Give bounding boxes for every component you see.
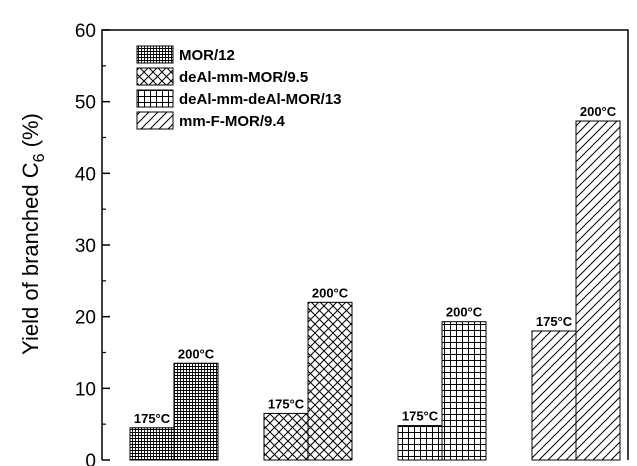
bar-label: 200°C — [312, 285, 349, 300]
y-tick-label: 20 — [75, 308, 96, 329]
svg-text:Yield of branched C6 (%): Yield of branched C6 (%) — [18, 113, 48, 355]
y-axis-title-main: Yield of branched C — [18, 162, 43, 355]
bar — [263, 412, 309, 461]
bar-label: 175°C — [536, 314, 573, 329]
y-tick-label: 40 — [75, 164, 96, 185]
y-tick-label: 10 — [75, 379, 96, 400]
plot-area: 0 10 20 30 40 50 60 175°C 200°C 175°C 200°C 175°C 20… — [75, 21, 629, 466]
legend-swatch — [136, 67, 174, 86]
bar — [173, 362, 219, 461]
bar-label: 200°C — [446, 305, 483, 320]
legend-label: MOR/12 — [179, 47, 235, 64]
bar — [531, 330, 577, 461]
y-axis-title-subscript: 6 — [31, 153, 48, 162]
bar-label: 175°C — [268, 396, 305, 411]
bar — [307, 301, 353, 461]
y-tick-label: 50 — [75, 93, 96, 114]
bar-label: 200°C — [580, 104, 617, 119]
bar-label: 200°C — [178, 346, 215, 361]
legend-swatch — [136, 45, 174, 64]
y-axis-title-unit: (%) — [18, 113, 43, 153]
legend-label: deAl-mm-MOR/9.5 — [179, 69, 308, 86]
y-axis-title: Yield of branched C6 (%) — [18, 113, 48, 355]
legend-swatch — [136, 89, 174, 108]
bar-label: 175°C — [134, 411, 171, 426]
legend-label: mm-F-MOR/9.4 — [179, 113, 286, 130]
bar — [129, 427, 175, 461]
legend-swatch — [136, 111, 174, 130]
y-tick-label: 30 — [75, 236, 96, 257]
bar-label: 175°C — [402, 409, 439, 424]
y-tick-label: 60 — [75, 21, 96, 42]
y-tick-label: 0 — [85, 451, 96, 466]
legend-label: deAl-mm-deAl-MOR/13 — [179, 91, 342, 108]
bar — [575, 120, 621, 461]
bar — [397, 425, 443, 461]
bar — [441, 321, 487, 461]
